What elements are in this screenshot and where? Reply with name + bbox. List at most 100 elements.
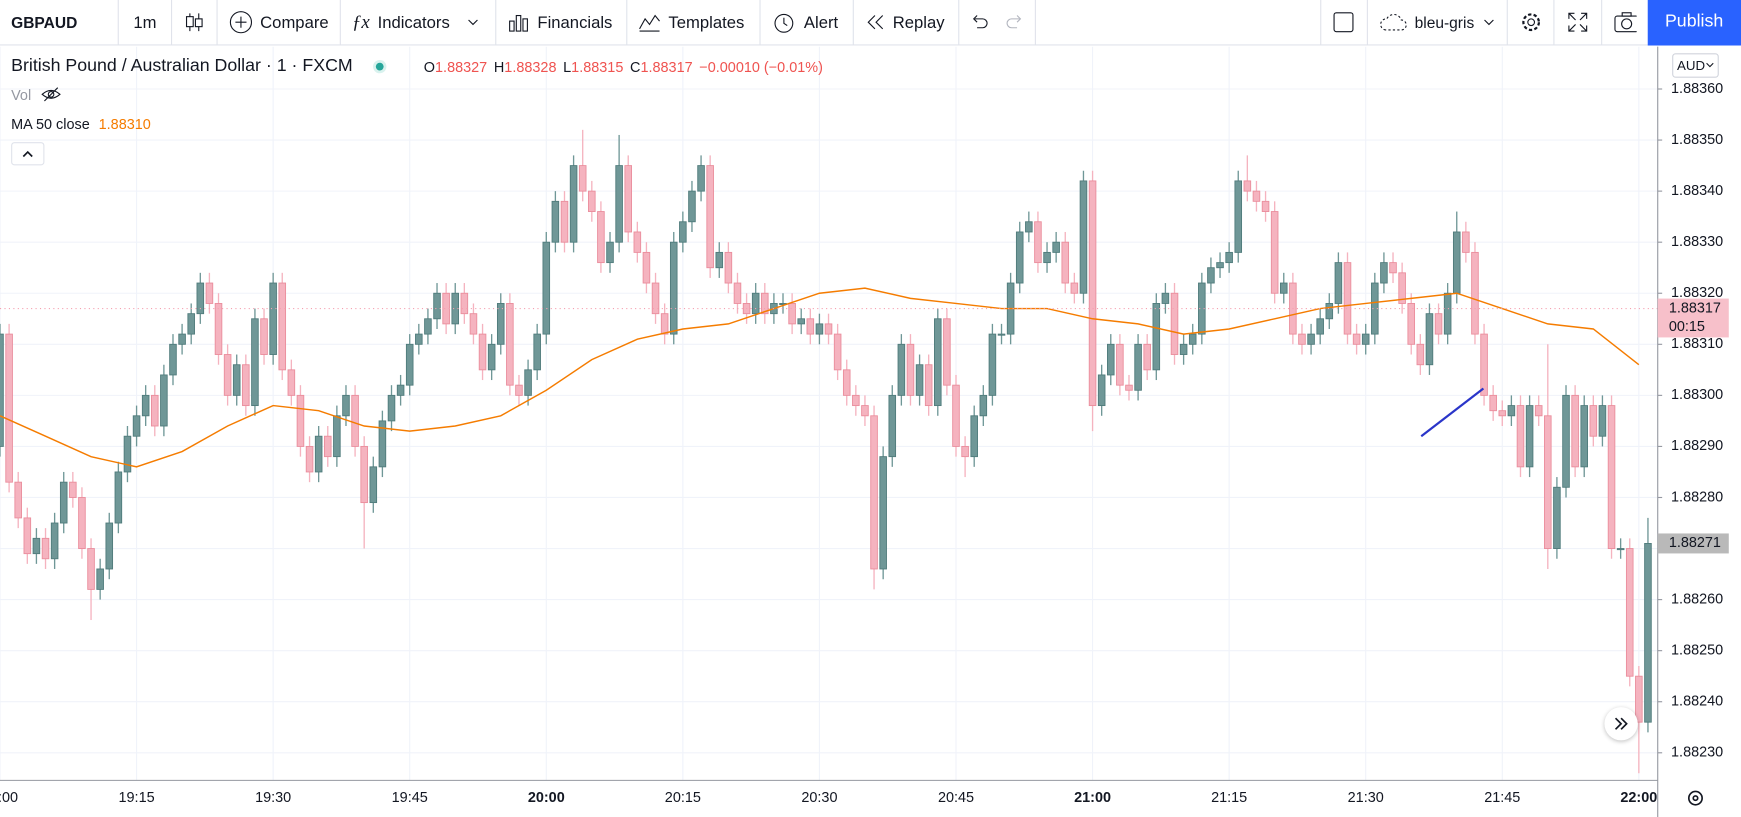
x-tick-label: 19:45 (392, 790, 428, 806)
ohlc-value: 1.88315 (571, 58, 624, 75)
financials-icon (509, 14, 528, 32)
candle-body (1207, 267, 1215, 284)
currency-label: AUD (1676, 57, 1706, 74)
candle-body (588, 190, 596, 212)
chart-type-button[interactable] (172, 0, 218, 45)
candle-body (761, 292, 769, 315)
templates-button[interactable]: Templates (627, 0, 761, 45)
candle-body (214, 303, 223, 355)
compare-button[interactable]: Compare (218, 0, 341, 45)
candle-body (997, 333, 1006, 336)
candle-body (87, 548, 95, 590)
indicators-label: Indicators (377, 12, 450, 32)
y-tick-label: 1.88260 (1671, 591, 1723, 607)
candle-body (524, 369, 532, 396)
candle-body (988, 333, 997, 396)
candle-body (1489, 394, 1497, 412)
candle-body (651, 282, 660, 315)
currency-select[interactable]: AUD (1672, 53, 1719, 78)
candle-body (1434, 313, 1443, 335)
redo-icon[interactable] (1006, 14, 1024, 30)
scroll-to-realtime-button[interactable] (1604, 707, 1638, 741)
candle-body (578, 165, 587, 192)
candle-body (1598, 405, 1607, 437)
settings-icon[interactable] (1687, 790, 1703, 806)
candle-body (1571, 394, 1579, 468)
candle-body (961, 445, 969, 458)
x-tick-label: 19:15 (119, 790, 155, 806)
candle-body (196, 282, 205, 315)
candle-body (842, 369, 851, 396)
candle-body (1425, 313, 1434, 366)
hidden-eye-icon[interactable] (40, 87, 62, 103)
publish-button[interactable]: Publish (1647, 0, 1741, 45)
x-tick-label: 21:30 (1348, 790, 1384, 806)
x-tick-label: 21:45 (1484, 790, 1520, 806)
settings-button[interactable] (1506, 0, 1553, 45)
snapshot-button[interactable] (1600, 0, 1648, 45)
candle-body (1188, 333, 1197, 345)
ma-row: MA 50 close 1.88310 (11, 111, 823, 135)
trend-line-drawing[interactable] (1420, 387, 1485, 438)
candle-body (633, 231, 642, 253)
y-tick-label: 1.88330 (1671, 234, 1723, 250)
ohlc-value: 1.88328 (504, 58, 557, 75)
candle-body (496, 303, 505, 345)
candle-body (1380, 262, 1388, 284)
candle-body (1589, 405, 1598, 437)
candle-body (879, 456, 887, 570)
y-tick-label: 1.88340 (1671, 183, 1723, 199)
price-tag-label: 1.88271 (1669, 535, 1721, 551)
layout-toggle[interactable] (1319, 0, 1367, 45)
candle-body (1562, 394, 1570, 488)
candle-body (187, 313, 195, 335)
ohlc-value: 1.88327 (435, 58, 488, 75)
financials-label: Financials (537, 12, 613, 32)
y-tick-label: 1.88320 (1671, 285, 1723, 301)
fullscreen-icon (1567, 12, 1587, 32)
candle-body (660, 313, 669, 335)
alert-button[interactable]: Alert (761, 0, 854, 45)
candle-body (934, 318, 942, 407)
layout-button[interactable]: bleu-gris (1366, 0, 1506, 45)
candle-body (542, 241, 551, 335)
y-tick-label: 1.88290 (1671, 438, 1723, 454)
candle-body (123, 435, 132, 473)
candle-body (788, 303, 796, 325)
candle-icon (185, 13, 203, 32)
candle-body (1416, 343, 1425, 366)
x-tick-label: 19:30 (255, 790, 291, 806)
candle-body (1398, 272, 1406, 304)
replay-button[interactable]: Replay (854, 0, 960, 45)
camera-icon (1613, 12, 1637, 33)
candle-body (1015, 231, 1024, 284)
candle-body (487, 343, 496, 371)
symbol[interactable]: GBPAUD (0, 0, 119, 45)
candle-body (296, 394, 305, 447)
candle-body (469, 313, 478, 335)
y-tick-label: 1.88300 (1671, 387, 1723, 403)
candle-body (1471, 251, 1479, 335)
moving-average-line (0, 287, 1640, 468)
interval[interactable]: 1m (119, 0, 173, 45)
grid (0, 46, 1658, 781)
fullscreen-button[interactable] (1552, 0, 1601, 45)
collapse-legend-button[interactable] (11, 142, 45, 166)
volume-label: Vol (11, 86, 32, 103)
candle-body (1480, 333, 1488, 396)
candle-body (5, 333, 13, 483)
indicators-button[interactable]: ƒx Indicators (341, 0, 497, 45)
undo-redo[interactable] (959, 0, 1036, 45)
chevron-icon (1705, 62, 1714, 68)
templates-icon (639, 14, 660, 32)
candle-body (424, 318, 432, 335)
ma-value: 1.88310 (98, 114, 151, 132)
x-tick-label: 20:45 (938, 790, 974, 806)
candle-body (78, 497, 86, 549)
volume-row: Vol (11, 82, 823, 106)
candle-body (333, 415, 341, 458)
candle-body (396, 384, 405, 396)
financials-button[interactable]: Financials (496, 0, 628, 45)
axes: 1.882301.882401.882501.882601.882701.882… (0, 81, 1729, 806)
undo-icon[interactable] (970, 14, 988, 30)
